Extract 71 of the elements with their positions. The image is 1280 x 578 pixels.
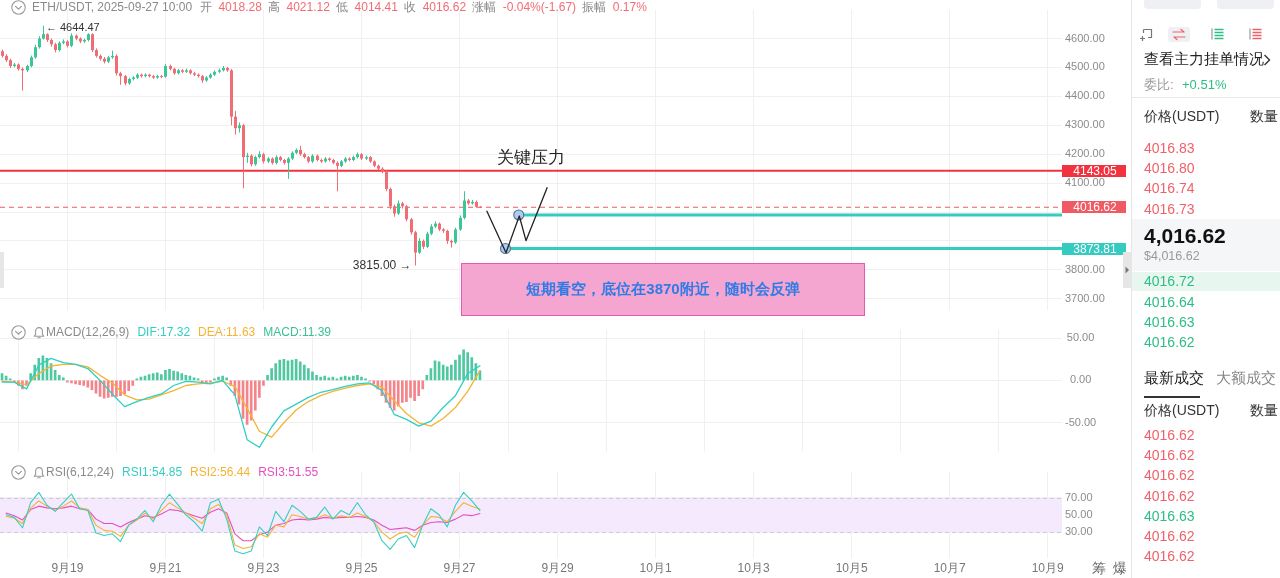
text: RSI3:51.55 [258,465,319,480]
y-tick-label: 4300.00 [1065,118,1105,131]
text: 4016.62 [1144,547,1195,565]
x-tick-label: 9月19 [51,560,84,575]
text: 4016.62 [1144,487,1195,505]
text: $4,016.62 [1144,248,1200,264]
annotation: ← 4644.47 [45,20,100,33]
y-tick-label: 50.00 [1065,507,1093,520]
y-tick-label: 3800.00 [1065,262,1105,275]
text: 4016.62 [1144,333,1195,351]
text: 查看主力挂单情况 [1144,51,1264,69]
text: 爆 [1113,560,1127,576]
x-tick-label: 10月1 [639,560,672,575]
series-label: RSI1:54.85 [122,465,183,480]
text: 4016.62 [1144,527,1195,545]
y-tick-label: 3700.00 [1065,291,1105,304]
y-tick-label: 30.00 [1065,525,1093,538]
text: 4016.63 [1144,507,1195,525]
y-tick-label: 70.00 [1065,490,1093,503]
text: 4,016.62 [1144,223,1226,249]
data-label: 3873.81 [1073,241,1118,256]
text: 4016.64 [1144,293,1195,311]
x-tick-label: 10月3 [737,560,770,575]
y-tick-label: 4500.00 [1065,60,1105,73]
text: 4016.62 [1144,466,1195,484]
text: 4016.73 [1144,200,1195,218]
text: RSI2:56.44 [190,465,251,480]
text: 4016.80 [1144,159,1195,177]
text: 最新成交 [1144,370,1204,388]
y-tick-label: 4600.00 [1065,31,1105,44]
x-tick-label: 9月23 [247,560,280,575]
y-tick-label: 4400.00 [1065,89,1105,102]
text: 委比: [1144,77,1174,93]
text: 大额成交 [1216,370,1276,388]
text: 数量 [1250,401,1278,419]
x-tick-label: 9月27 [443,560,476,575]
text: MACD:11.39 [263,325,332,340]
x-tick-label: 10月5 [835,560,868,575]
text: 4016.83 [1144,139,1195,157]
x-tick-label: 10月7 [933,560,967,575]
text: 4016.74 [1144,179,1195,197]
x-tick-label: 9月29 [541,560,574,575]
y-tick-label: -50.00 [1064,415,1097,428]
text: 4016.72 [1144,272,1195,290]
callout-box: 短期看空，底位在3870附近，随时会反弹 [461,263,865,316]
x-tick-label: 9月21 [149,560,182,575]
ref-line-label: 4143.05 [1073,163,1118,178]
chart-title: ETH/USDT, 2025-09-27 10:00 [32,0,193,15]
y-tick-label: 50.00 [1066,331,1095,344]
text: 价格(USDT) [1144,401,1220,419]
y-tick-label: 4100.00 [1065,176,1105,189]
text: 价格(USDT) [1144,107,1220,125]
text: 4016.63 [1144,313,1195,331]
y-tick-label: 0.00 [1069,373,1092,386]
y-tick-label: 4200.00 [1065,147,1105,160]
text: 4016.62 [1144,426,1195,444]
annotation: 关键压力 [497,148,565,168]
text: 开 4018.28 高 4021.12 低 4014.41 收 4016.62 涨幅 -0.04%(-1.67) 振幅 0.17% [200,0,647,14]
annotation: 短期看空，底位在3870附近，随时会反弹 [526,280,800,299]
chart-title: RSI(6,12,24) [46,465,115,480]
text: +0.51% [1182,77,1227,93]
ref-line-label: 4016.62 [1073,199,1118,214]
x-tick-label: 9月25 [345,560,378,575]
text: 4016.62 [1144,446,1195,464]
text: 数量 [1250,107,1278,125]
chart-title: MACD(12,26,9) [46,325,130,340]
text: 筹 [1092,560,1106,576]
x-tick-label: 10月9 [1031,560,1065,575]
text: DEA:11.63 [198,325,256,340]
annotation: 3815.00 → [352,257,412,272]
text: DIF:17.32 [137,325,191,340]
